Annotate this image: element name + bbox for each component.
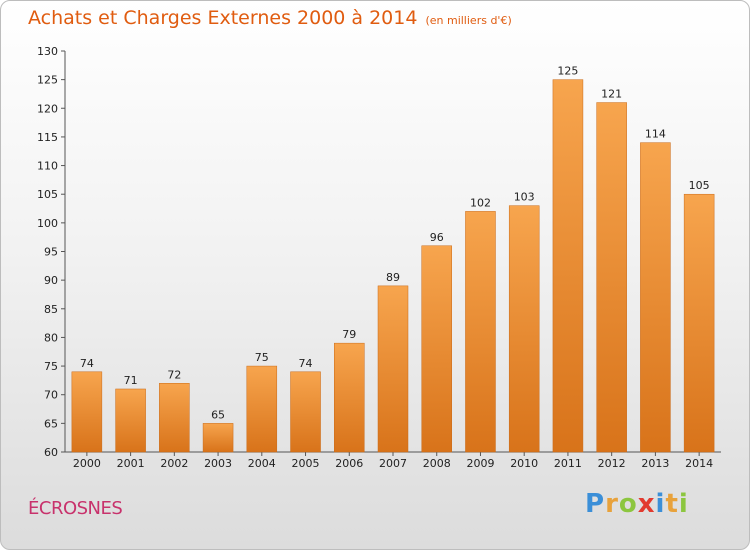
logo-letter: r [605, 489, 619, 519]
y-tick-label: 125 [37, 74, 58, 87]
proxiti-logo: Proxiti [585, 489, 689, 519]
value-label-2007: 89 [386, 271, 400, 284]
x-tick-label-2014: 2014 [685, 457, 713, 470]
value-label-2006: 79 [342, 328, 356, 341]
value-label-2001: 71 [124, 374, 138, 387]
x-tick-label-2009: 2009 [466, 457, 494, 470]
y-tick-label: 80 [44, 331, 58, 344]
logo-letter: P [585, 489, 606, 519]
bar-2000 [71, 371, 103, 453]
chart-subtitle: (en milliers d'€) [425, 14, 512, 27]
x-tick-label-2000: 2000 [73, 457, 101, 470]
bar-2012 [596, 102, 627, 453]
value-label-2014: 105 [689, 179, 710, 192]
value-label-2010: 103 [514, 191, 535, 204]
y-tick-label: 75 [44, 360, 58, 373]
town-name: ÉCROSNES [28, 498, 123, 519]
x-tick-label-2007: 2007 [379, 457, 407, 470]
bar-2002 [159, 383, 190, 453]
value-label-2004: 75 [255, 351, 269, 364]
y-tick-label: 85 [44, 303, 58, 316]
chart-title-text: Achats et Charges Externes 2000 à 2014 [28, 7, 418, 29]
y-tick-label: 70 [44, 389, 58, 402]
chart-bars [71, 79, 715, 453]
bar-2003 [202, 423, 234, 453]
bar-2009 [465, 211, 496, 453]
y-tick-label: 100 [37, 217, 58, 230]
y-tick-label: 60 [44, 446, 58, 459]
y-tick-label: 90 [44, 274, 58, 287]
value-label-2009: 102 [470, 196, 491, 209]
value-label-2012: 121 [601, 88, 622, 101]
bar-2001 [115, 388, 146, 453]
y-tick-label: 120 [37, 102, 58, 115]
bar-2004 [246, 365, 278, 453]
value-label-2011: 125 [557, 65, 578, 78]
value-label-2013: 114 [645, 128, 666, 141]
bar-2014 [683, 193, 715, 453]
value-label-2005: 74 [299, 357, 313, 370]
logo-letter: i [678, 489, 689, 519]
x-tick-label-2004: 2004 [248, 457, 276, 470]
bar-2008 [421, 245, 452, 453]
x-tick-label-2003: 2003 [204, 457, 232, 470]
bar-2006 [334, 342, 365, 453]
value-label-2002: 72 [167, 368, 181, 381]
x-tick-label-2008: 2008 [423, 457, 451, 470]
y-tick-label: 105 [37, 188, 58, 201]
y-tick-label: 130 [37, 45, 58, 58]
bar-2011 [552, 79, 584, 453]
chart-labels: 74 71 72 65 75 74 79 89 96 102 103 125 121 114 105 [80, 65, 710, 422]
bar-2013 [640, 142, 671, 453]
chart-title: Achats et Charges Externes 2000 à 2014 (e… [28, 7, 512, 29]
bar-2007 [377, 285, 409, 453]
value-label-2003: 65 [211, 408, 225, 421]
logo-letter: i [655, 489, 666, 519]
value-label-2008: 96 [430, 231, 444, 244]
x-tick-label-2006: 2006 [335, 457, 363, 470]
x-tick-label-2012: 2012 [598, 457, 626, 470]
bar-2005 [290, 371, 321, 453]
x-tick-label-2011: 2011 [554, 457, 582, 470]
x-tick-label-2005: 2005 [292, 457, 320, 470]
logo-letter: x [637, 489, 656, 519]
x-tick-label-2002: 2002 [160, 457, 188, 470]
x-tick-label-2001: 2001 [117, 457, 145, 470]
x-tick-label-2010: 2010 [510, 457, 538, 470]
value-label-2000: 74 [80, 357, 94, 370]
x-tick-label-2013: 2013 [641, 457, 669, 470]
bar-2010 [508, 205, 540, 453]
y-tick-label: 110 [37, 160, 58, 173]
y-tick-label: 115 [37, 131, 58, 144]
logo-letter: t [665, 489, 679, 519]
y-tick-label: 95 [44, 246, 58, 259]
logo-letter: o [618, 489, 638, 519]
y-tick-label: 65 [44, 417, 58, 430]
